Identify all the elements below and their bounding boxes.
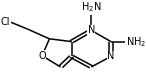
Text: $\mathregular{H_2N}$: $\mathregular{H_2N}$ — [81, 0, 101, 14]
Text: N: N — [88, 25, 95, 35]
Text: O: O — [38, 51, 46, 61]
Text: Cl: Cl — [1, 17, 10, 27]
Text: N: N — [107, 51, 115, 61]
Text: $\mathregular{NH_2}$: $\mathregular{NH_2}$ — [126, 35, 146, 49]
